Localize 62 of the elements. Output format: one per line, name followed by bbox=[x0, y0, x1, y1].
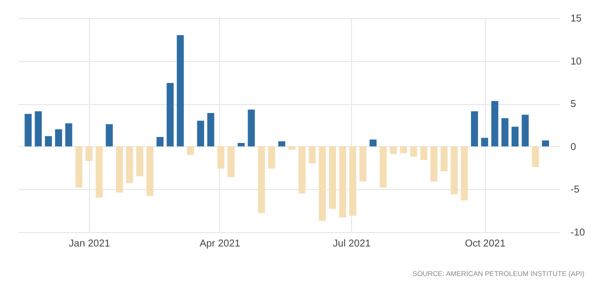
y-tick-label: -10 bbox=[570, 228, 586, 238]
bar bbox=[491, 101, 498, 146]
bar bbox=[380, 146, 387, 188]
bar bbox=[400, 146, 407, 154]
y-tick-label: -5 bbox=[570, 184, 580, 196]
bar bbox=[339, 146, 346, 218]
bar bbox=[136, 146, 144, 176]
bar bbox=[106, 124, 113, 146]
x-tick-label: Apr 2021 bbox=[200, 238, 241, 250]
y-tick-label: 15 bbox=[570, 14, 582, 24]
bar bbox=[420, 146, 428, 160]
bar bbox=[116, 146, 123, 193]
bar bbox=[359, 146, 366, 182]
bar bbox=[156, 136, 164, 146]
bar bbox=[481, 138, 488, 146]
bar bbox=[522, 114, 529, 146]
x-tick-label: Oct 2021 bbox=[464, 238, 506, 250]
bar bbox=[166, 83, 174, 146]
bar bbox=[176, 35, 184, 146]
bar bbox=[96, 146, 103, 198]
bar bbox=[258, 146, 265, 214]
bar bbox=[228, 146, 235, 178]
bar bbox=[207, 113, 214, 146]
bar bbox=[470, 111, 478, 146]
y-tick-label: 0 bbox=[570, 142, 576, 153]
bar bbox=[65, 123, 72, 146]
bar bbox=[75, 146, 82, 188]
y-tick-label: 10 bbox=[570, 56, 582, 68]
bar bbox=[217, 146, 224, 169]
bar bbox=[248, 110, 255, 146]
bar bbox=[460, 146, 468, 200]
bar bbox=[318, 146, 326, 221]
bar bbox=[288, 146, 296, 150]
bar bbox=[430, 146, 438, 182]
bar bbox=[501, 118, 508, 146]
bar bbox=[44, 136, 52, 146]
bar bbox=[24, 114, 32, 146]
bar bbox=[390, 146, 397, 154]
bar bbox=[512, 126, 519, 146]
bar bbox=[410, 146, 418, 157]
x-tick-label: Jul 2021 bbox=[332, 238, 372, 250]
bar bbox=[308, 146, 316, 164]
bar bbox=[146, 146, 154, 196]
bar bbox=[34, 111, 42, 146]
bar bbox=[370, 140, 377, 146]
bar bbox=[542, 140, 550, 146]
bar bbox=[86, 146, 93, 161]
bar bbox=[238, 142, 245, 146]
bar bbox=[532, 146, 539, 167]
bar bbox=[278, 141, 286, 146]
bar bbox=[298, 146, 306, 194]
bar bbox=[126, 146, 134, 184]
bar bbox=[197, 120, 204, 146]
bar bbox=[440, 146, 448, 172]
bar bbox=[186, 146, 194, 155]
bar bbox=[55, 129, 62, 146]
bar bbox=[328, 146, 336, 209]
bar bbox=[268, 146, 276, 169]
bar bbox=[450, 146, 458, 194]
x-tick-label: Jan 2021 bbox=[68, 238, 111, 250]
bar bbox=[349, 146, 356, 216]
y-tick-label: 5 bbox=[570, 99, 576, 110]
